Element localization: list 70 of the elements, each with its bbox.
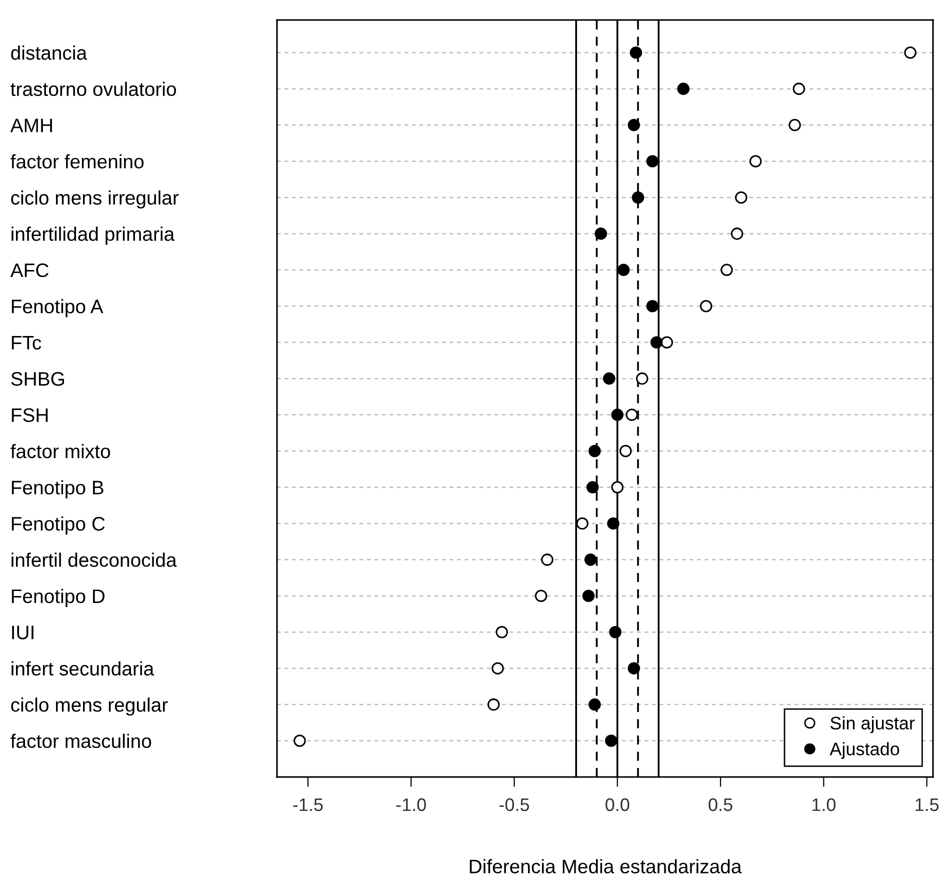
- x-tick-label: 0.5: [708, 798, 732, 812]
- y-tick-label: Fenotipo D: [12, 588, 105, 607]
- point: [749, 155, 762, 168]
- point: [487, 698, 500, 711]
- point: [619, 444, 632, 458]
- point: [492, 662, 504, 674]
- point: [605, 734, 618, 747]
- y-tick-label: infert secundaria: [12, 661, 154, 676]
- point: [576, 517, 588, 530]
- y-tick-label: FSH: [12, 408, 48, 422]
- y-tick-label: ciclo mens regular: [11, 698, 168, 716]
- x-tick-label: 1.5: [916, 798, 939, 812]
- y-tick-label: infertilidad primaria: [12, 226, 175, 245]
- y-tick-label: AMH: [10, 118, 52, 132]
- point: [588, 698, 601, 711]
- y-tick-label: factor mixto: [10, 444, 110, 458]
- point: [594, 228, 608, 240]
- point: [628, 662, 640, 674]
- point: [636, 372, 648, 385]
- point: [730, 228, 744, 240]
- x-axis-title: Diferencia Media estandarizada: [470, 859, 742, 874]
- legend-label: Sin ajustar: [830, 716, 915, 734]
- point: [607, 517, 620, 530]
- point: [792, 82, 806, 95]
- y-tick-label: IUI: [12, 626, 34, 640]
- point: [720, 264, 733, 276]
- point: [735, 191, 748, 204]
- y-tick-label: Fenotipo C: [12, 516, 105, 535]
- point: [700, 300, 712, 312]
- y-tick-label: distancia: [11, 46, 88, 60]
- y-tick-label: FTc: [12, 336, 42, 350]
- x-tick-label: 1.0: [812, 798, 836, 812]
- y-tick-label: AFC: [10, 263, 48, 278]
- y-tick-label: ciclo mens irregular: [11, 190, 179, 209]
- point: [646, 300, 659, 312]
- point: [650, 336, 663, 348]
- point: [677, 82, 690, 95]
- point: [496, 626, 508, 638]
- x-tick-label: -1.5: [293, 798, 323, 812]
- legend-label: Ajustado: [830, 742, 900, 759]
- point: [541, 554, 554, 566]
- point: [660, 336, 674, 348]
- point: [646, 155, 659, 168]
- point: [584, 554, 597, 566]
- y-tick-label: factor femenino: [10, 154, 144, 168]
- point: [611, 408, 624, 421]
- x-tick-label: -0.5: [499, 798, 530, 812]
- point: [294, 734, 306, 747]
- x-tick-label: 0.0: [606, 798, 630, 812]
- point: [628, 118, 640, 132]
- y-tick-label: Fenotipo A: [12, 299, 104, 318]
- point: [626, 408, 638, 421]
- y-tick-label: factor masculino: [10, 734, 152, 748]
- y-tick-label: infertil desconocida: [12, 552, 177, 567]
- point: [788, 118, 801, 132]
- point: [617, 264, 630, 276]
- y-tick-label: SHBG: [11, 372, 64, 386]
- point: [582, 590, 595, 602]
- point: [904, 46, 916, 59]
- y-tick-label: Fenotipo B: [12, 480, 104, 498]
- x-tick-label: -1.0: [396, 798, 426, 812]
- point: [534, 590, 548, 602]
- point: [602, 372, 616, 385]
- point: [609, 626, 622, 638]
- point: [588, 444, 601, 458]
- y-tick-label: trastorno ovulatorio: [10, 82, 176, 96]
- point: [611, 481, 624, 494]
- point: [586, 481, 599, 494]
- point: [630, 46, 642, 59]
- point: [632, 191, 644, 204]
